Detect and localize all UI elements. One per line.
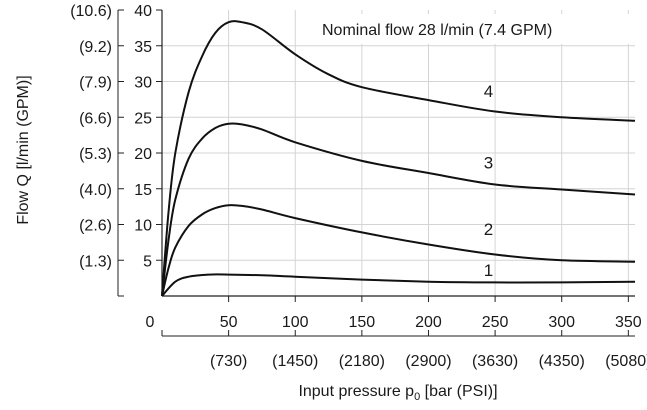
y2-tick-label: (7.9) — [79, 75, 112, 92]
y-tick-label: 15 — [134, 182, 152, 199]
x2-tick-label: (3630) — [472, 353, 518, 370]
x2-tick-label: (5080) — [605, 353, 647, 370]
y-axis-title: Flow Q [l/min (GPM)] — [15, 75, 32, 224]
y2-tick-label: (9.2) — [79, 39, 112, 56]
x-axis-title: Input pressure p0 [bar (PSI)] — [298, 383, 497, 403]
series-labels: 1 2 3 4 — [484, 82, 493, 280]
x-tick-label: 150 — [349, 314, 376, 331]
grid — [162, 10, 635, 296]
series-label-2: 2 — [484, 220, 493, 239]
x-axis-title-tail: [bar (PSI)] — [420, 383, 497, 400]
x2-tick-label: (730) — [210, 353, 247, 370]
x-axis-title-subscript: 0 — [414, 391, 420, 403]
x-tick-label: 300 — [548, 314, 575, 331]
y2-tick-label: (6.6) — [79, 110, 112, 127]
x-tick-label: 50 — [220, 314, 238, 331]
y-tick-label: 25 — [134, 110, 152, 127]
y-tick-label: 40 — [134, 3, 152, 20]
x2-tick-label: (4350) — [539, 353, 585, 370]
y-tick-label: 35 — [134, 39, 152, 56]
x-tick-label: 250 — [482, 314, 509, 331]
x2-tick-label: (2180) — [339, 353, 385, 370]
axes: 510152025303540(1.3)(2.6)(4.0)(5.3)(6.6)… — [70, 3, 647, 370]
x2-tick-label: (1450) — [272, 353, 318, 370]
y-tick-label: 10 — [134, 218, 152, 235]
y2-tick-label: (4.0) — [79, 182, 112, 199]
series-line-3 — [161, 122, 636, 297]
y-tick-label: 30 — [134, 75, 152, 92]
series-line-4 — [161, 20, 636, 297]
x-tick-label-zero: 0 — [146, 314, 155, 331]
annotation-text: Nominal flow 28 l/min (7.4 GPM) — [322, 22, 552, 39]
series-line-1 — [161, 273, 636, 297]
x-tick-label: 350 — [615, 314, 642, 331]
y2-tick-label: (5.3) — [79, 146, 112, 163]
x-tick-label: 200 — [415, 314, 442, 331]
x-axis-title-main: Input pressure p — [298, 383, 414, 400]
y-tick-label: 5 — [143, 253, 152, 270]
y2-tick-label: (2.6) — [79, 218, 112, 235]
series-lines — [161, 20, 636, 297]
annotation-background — [312, 14, 632, 44]
x2-tick-label: (2900) — [405, 353, 451, 370]
y2-tick-label: (10.6) — [70, 3, 112, 20]
series-label-1: 1 — [484, 261, 493, 280]
series-line-2 — [161, 204, 636, 297]
y-tick-label: 20 — [134, 146, 152, 163]
x-tick-label: 100 — [282, 314, 309, 331]
series-label-3: 3 — [484, 154, 493, 173]
annotation-box: Nominal flow 28 l/min (7.4 GPM) — [312, 14, 632, 44]
y2-tick-label: (1.3) — [79, 253, 112, 270]
series-label-4: 4 — [484, 82, 493, 101]
